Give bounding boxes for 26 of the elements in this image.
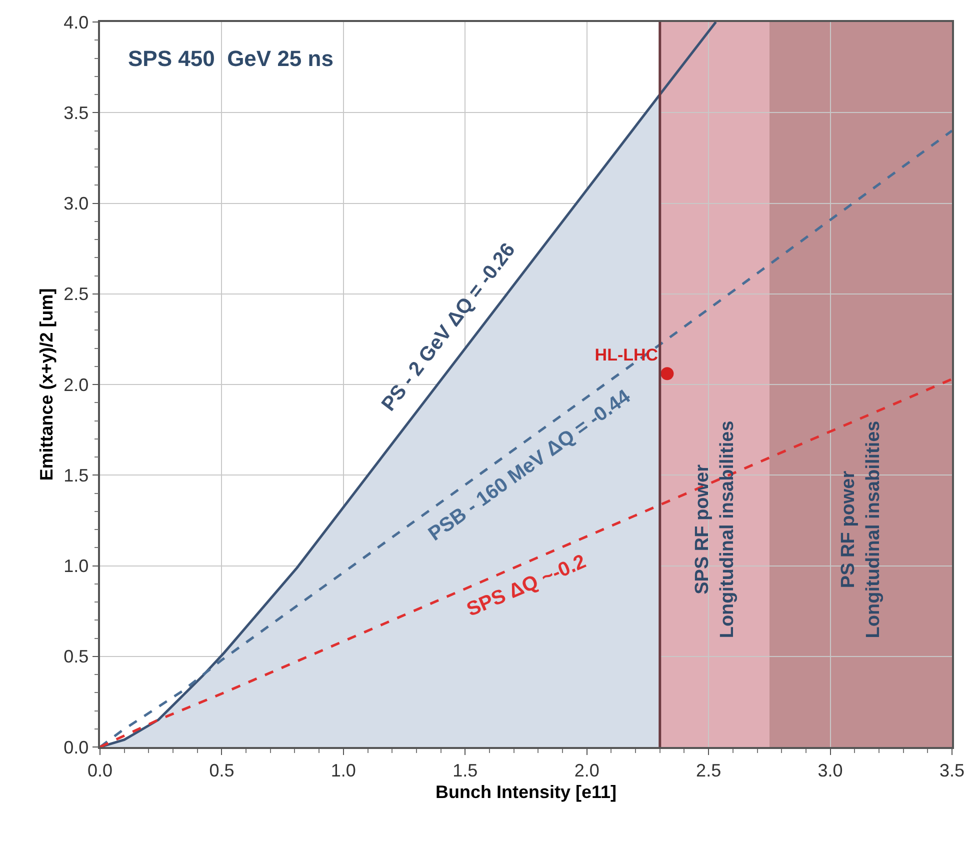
y-axis-title: Emittance (x+y)/2 [um]	[36, 288, 56, 481]
line-series	[100, 378, 952, 747]
y-tick-label: 0.5	[64, 646, 89, 667]
x-axis-title: Bunch Intensity [e11]	[435, 782, 617, 802]
line-series	[100, 130, 952, 747]
y-tick-label: 2.5	[64, 284, 89, 304]
text: SPS 450 GeV 25 ns	[128, 46, 334, 71]
x-tick-label: 2.5	[696, 760, 722, 780]
y-tick-label: 2.0	[64, 374, 89, 395]
y-tick-label: 3.5	[64, 102, 89, 123]
y-tick-label: 4.0	[64, 12, 89, 32]
x-tick-label: 3.5	[939, 760, 965, 780]
y-tick-label: 0.0	[64, 737, 89, 758]
x-tick-label: 1.0	[330, 760, 356, 780]
x-tick-label: 2.0	[574, 760, 600, 780]
x-tick-label: 3.0	[818, 760, 843, 780]
series-label: HL-LHC	[594, 345, 658, 364]
band-label: PS RF power Longitudinal insabilities	[838, 420, 884, 638]
text: SPS ΔQ ~-0.2	[464, 550, 590, 622]
band-label: SPS RF power Longitudinal insabilities	[692, 420, 738, 638]
x-tick-label: 0.5	[209, 760, 234, 780]
y-tick-label: 1.5	[64, 465, 89, 486]
y-tick-label: 1.0	[64, 556, 89, 576]
x-tick-label: 1.5	[452, 760, 478, 780]
y-tick-label: 3.0	[64, 194, 89, 214]
x-tick-label: 0.0	[87, 760, 113, 780]
